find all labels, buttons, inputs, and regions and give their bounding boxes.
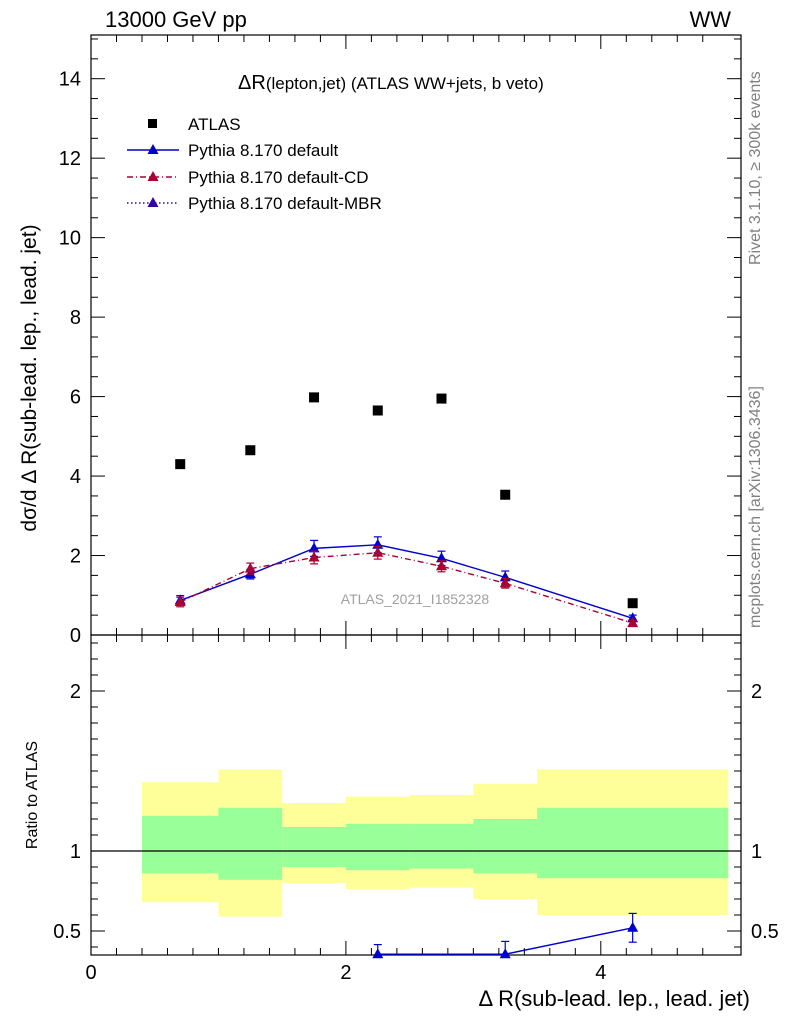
main-y-tick-label: 12 — [59, 148, 81, 170]
ratio-panel: Ratio to ATLAS Δ R(sub-lead. lep., lead.… — [24, 634, 779, 1011]
ratio-point — [372, 948, 384, 959]
header-right: WW — [689, 7, 731, 32]
main-y-tick-label: 2 — [70, 546, 81, 568]
x-tick-label: 2 — [340, 962, 351, 984]
legend-marker-default — [147, 144, 159, 154]
legend-label-mbr: Pythia 8.170 default-MBR — [188, 194, 382, 213]
atlas-data-point — [245, 445, 256, 456]
legend-marker-cd — [147, 171, 159, 181]
ratio-band-inner — [218, 807, 283, 880]
atlas-data-point — [627, 598, 638, 609]
main-y-tick-label: 10 — [59, 228, 81, 250]
ratio-point — [499, 948, 511, 959]
ratio-y-tick-label-right: 1 — [751, 841, 762, 863]
series-point-2 — [435, 560, 447, 571]
main-y-tick-label: 4 — [70, 466, 81, 488]
ratio-band-inner — [537, 807, 729, 879]
series-point-2 — [627, 617, 639, 628]
ratio-y-tick-label: 0.5 — [53, 921, 81, 943]
x-tick-label: 0 — [85, 962, 96, 984]
series-point-2 — [174, 596, 186, 607]
atlas-data-point — [309, 392, 320, 403]
main-title-rest: (ATLAS WW+jets, b veto) — [346, 74, 544, 93]
legend: ATLAS Pythia 8.170 default Pythia 8.170 … — [127, 115, 382, 213]
ratio-frame — [90, 634, 742, 956]
ratio-y-tick-label-right: 2 — [751, 681, 762, 703]
main-title-main: ΔR — [238, 72, 266, 94]
ratio-band-inner — [345, 823, 410, 871]
ratio-band-inner — [473, 819, 538, 874]
atlas-data-point — [500, 489, 511, 500]
main-ylabel: dσ/d Δ R(sub-lead. lep., lead. jet) — [18, 224, 41, 531]
mcplots-label: mcplots.cern.ch [arXiv:1306.3436] — [747, 386, 764, 628]
ratio-point — [627, 921, 639, 932]
x-tick-label: 4 — [595, 962, 606, 984]
main-y-tick-label: 0 — [70, 625, 81, 647]
atlas-data-point — [436, 393, 447, 404]
rivet-label: Rivet 3.1.10, ≥ 300k events — [747, 71, 764, 265]
ratio-band-inner — [141, 815, 219, 874]
series-point-2 — [308, 551, 320, 562]
header-left: 13000 GeV pp — [105, 7, 247, 32]
main-panel: ΔR(lepton,jet) (ATLAS WW+jets, b veto) A… — [18, 34, 742, 647]
legend-label-cd: Pythia 8.170 default-CD — [188, 168, 369, 187]
ratio-y-tick-label: 1 — [70, 841, 81, 863]
ratio-ylabel: Ratio to ATLAS — [24, 741, 41, 849]
main-title: ΔR(lepton,jet) (ATLAS WW+jets, b veto) — [238, 72, 544, 94]
atlas-data-point — [372, 405, 383, 416]
main-y-tick-label: 8 — [70, 307, 81, 329]
main-y-tick-label: 6 — [70, 387, 81, 409]
series-point-1 — [435, 552, 447, 563]
x-axis-label: Δ R(sub-lead. lep., lead. jet) — [479, 986, 751, 1011]
legend-marker-atlas — [148, 119, 157, 128]
ratio-y-tick-label-right: 0.5 — [751, 921, 779, 943]
series-point-2 — [244, 562, 256, 573]
watermark: ATLAS_2021_I1852328 — [341, 591, 490, 607]
legend-label-default: Pythia 8.170 default — [188, 141, 339, 160]
ratio-y-tick-label: 2 — [70, 681, 81, 703]
atlas-data-point — [175, 459, 186, 470]
ratio-band-inner — [282, 827, 346, 867]
main-title-sub: (lepton,jet) — [266, 74, 346, 93]
series-point-2 — [499, 577, 511, 588]
legend-marker-mbr — [147, 197, 159, 207]
series-point-2 — [372, 546, 384, 557]
series-line-1 — [179, 544, 633, 619]
ratio-band-inner — [409, 823, 474, 869]
main-y-tick-label: 14 — [59, 69, 81, 91]
legend-label-atlas: ATLAS — [188, 115, 241, 134]
series-point-1 — [308, 542, 320, 553]
